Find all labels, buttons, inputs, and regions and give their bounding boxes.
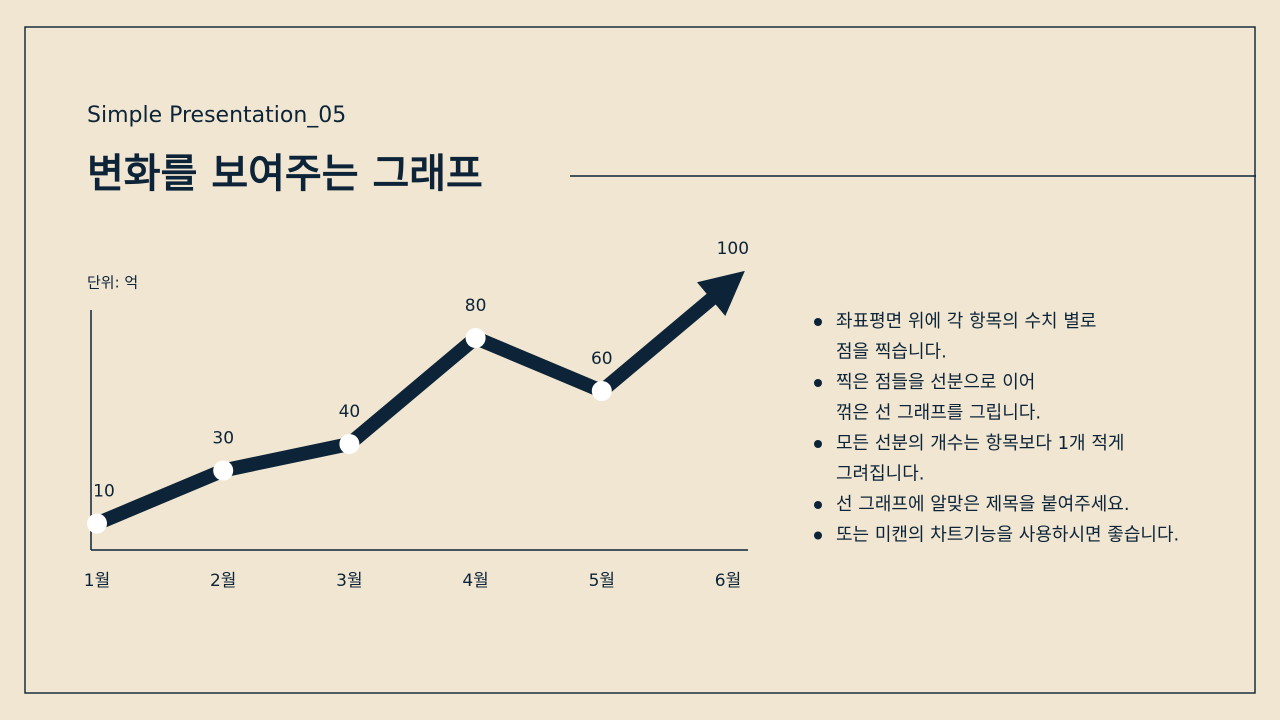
frame [24, 26, 1256, 694]
data-point [87, 513, 107, 534]
bullet-dot [814, 501, 822, 509]
arrow-head [697, 270, 745, 316]
x-tick-label: 2월 [210, 571, 236, 591]
bullet-text: 선 그래프에 알맞은 제목을 붙여주세요. [836, 494, 1130, 515]
bullet-dot [814, 379, 822, 387]
data-point [465, 328, 486, 348]
value-label: 10 [93, 482, 115, 502]
bullet-text: 그려집니다. [836, 464, 925, 485]
value-label: 100 [717, 239, 749, 259]
value-label: 60 [591, 349, 613, 369]
value-label: 30 [212, 429, 234, 449]
bullet-text: 좌표평면 위에 각 항목의 수치 별로 [836, 311, 1096, 332]
data-line [94, 279, 733, 530]
bullet-text: 찍은 점들을 선분으로 이어 [836, 372, 1035, 393]
bullet-dot [814, 440, 822, 448]
bullet-text: 모든 선분의 개수는 항목보다 1개 적게 [836, 433, 1124, 454]
x-tick-label: 5월 [589, 571, 615, 591]
title: 변화를 보여주는 그래프 [87, 151, 483, 197]
subtitle: Simple Presentation_05 [87, 103, 346, 128]
x-tick-label: 4월 [462, 571, 488, 591]
unit-label: 단위: 억 [87, 274, 138, 292]
data-point [213, 460, 234, 481]
data-point [339, 434, 360, 454]
bullet-text: 꺾은 선 그래프를 그립니다. [836, 403, 1041, 424]
bullet-dot [814, 318, 822, 326]
bullet-text: 또는 미캔의 차트기능을 사용하시면 좋습니다. [836, 525, 1179, 546]
x-tick-label: 3월 [336, 571, 362, 591]
x-tick-label: 6월 [715, 571, 741, 591]
bullet-text: 점을 찍습니다. [836, 342, 947, 363]
value-label: 80 [465, 296, 487, 316]
value-label: 40 [339, 402, 361, 422]
bullet-dot [814, 531, 822, 540]
data-point [591, 381, 612, 401]
x-tick-label: 1월 [84, 571, 110, 591]
